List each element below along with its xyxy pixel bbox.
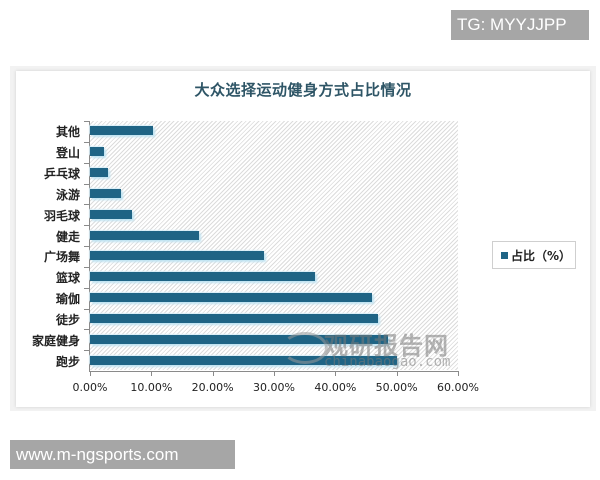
x-tick <box>90 371 91 376</box>
y-tick <box>84 225 89 227</box>
chart-card: 大众选择运动健身方式占比情况 其他登山乒乓球泳游羽毛球健走广场舞篮球瑜伽徒步家庭… <box>16 71 590 407</box>
x-axis-label: 0.00% <box>72 381 108 394</box>
x-axis-label: 10.00% <box>130 381 173 394</box>
bar <box>90 188 121 198</box>
y-axis-label: 登山 <box>55 146 80 161</box>
bar <box>90 272 316 282</box>
x-axis-label: 50.00% <box>375 381 418 394</box>
legend-swatch-icon <box>501 252 508 259</box>
bar <box>90 251 265 261</box>
x-tick <box>212 371 214 376</box>
y-axis-label: 泳游 <box>55 187 80 202</box>
y-axis-label: 健走 <box>55 229 80 244</box>
y-tick <box>84 183 89 185</box>
y-axis-label: 跑步 <box>55 354 80 369</box>
y-axis-label: 徒步 <box>55 312 80 327</box>
bar <box>90 168 109 178</box>
watermark-en: chinabaogao.com <box>324 354 451 370</box>
y-tick <box>84 266 89 268</box>
y-tick <box>84 162 89 164</box>
x-tick <box>396 371 398 376</box>
y-axis <box>89 121 90 372</box>
legend: 占比（%） <box>492 241 576 269</box>
bar <box>90 313 379 323</box>
watermark-cn: 观研报告网 <box>324 332 449 360</box>
legend-label: 占比（%） <box>511 249 572 263</box>
x-axis-label: 40.00% <box>314 381 357 394</box>
bar <box>90 126 154 136</box>
plot-area <box>90 121 458 370</box>
y-axis-label: 家庭健身 <box>31 333 80 348</box>
x-axis-label: 60.00% <box>437 381 479 394</box>
y-tick <box>84 121 89 122</box>
chart-title: 大众选择运动健身方式占比情况 <box>194 81 412 99</box>
y-tick <box>84 141 89 143</box>
bar <box>90 293 372 303</box>
x-tick <box>335 371 337 376</box>
bar <box>90 355 398 365</box>
x-axis <box>89 371 458 372</box>
y-tick <box>84 329 89 331</box>
y-axis-label: 羽毛球 <box>43 208 80 223</box>
y-tick <box>84 350 89 352</box>
y-axis-label: 广场舞 <box>43 250 80 265</box>
x-axis-label: 20.00% <box>191 381 234 394</box>
bar <box>90 230 200 240</box>
y-tick <box>84 287 89 289</box>
y-axis-label: 其他 <box>55 125 80 140</box>
watermark-logo-icon <box>282 332 328 364</box>
y-axis-label: 乒乓球 <box>43 167 80 182</box>
x-axis-label: 30.00% <box>253 381 295 394</box>
top-watermark-tag: TG: MYYJJPP <box>451 10 589 40</box>
x-tick <box>274 371 275 376</box>
y-tick <box>84 204 89 206</box>
bar <box>90 334 389 344</box>
bar <box>90 147 105 157</box>
y-axis-label: 瑜伽 <box>55 292 80 307</box>
watermark: 观研报告网 chinabaogao.com <box>274 326 474 376</box>
y-axis-label: 篮球 <box>55 271 80 286</box>
x-tick <box>151 371 153 376</box>
y-tick <box>84 246 89 247</box>
bottom-watermark-tag: www.m-ngsports.com <box>10 440 235 469</box>
bar <box>90 209 132 219</box>
y-tick <box>84 308 89 310</box>
x-tick <box>458 371 459 376</box>
